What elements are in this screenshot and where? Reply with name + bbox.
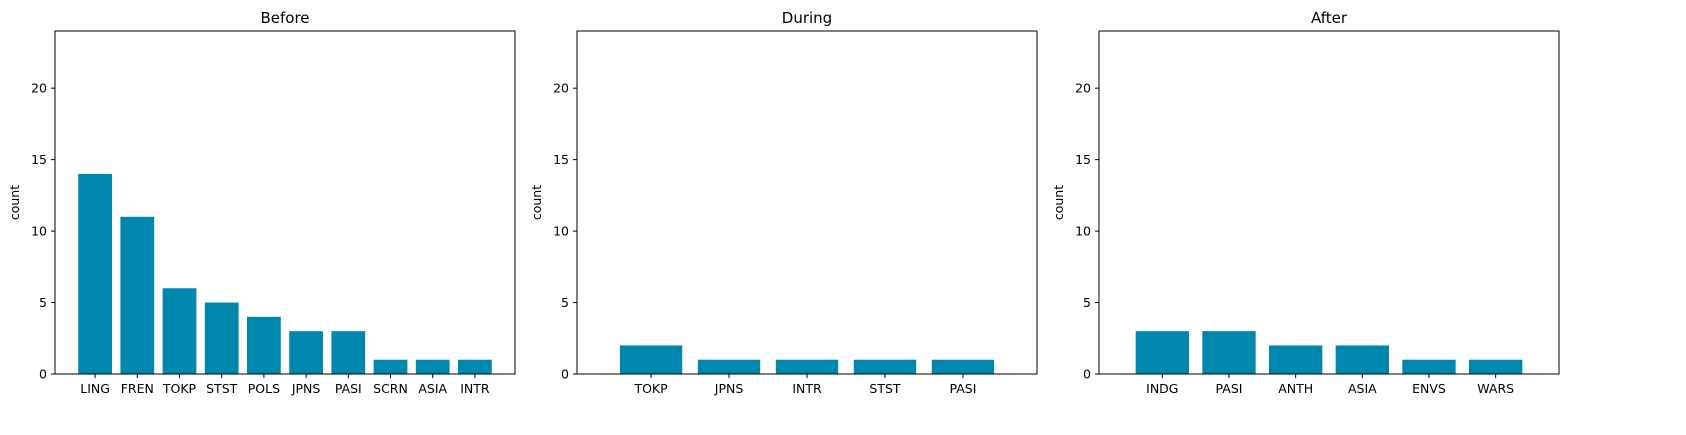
x-tick-label: FREN [121,381,154,396]
bar-scrn [373,359,408,374]
bar-asia [1335,345,1389,374]
y-tick-label: 0 [561,367,569,382]
y-tick-label: 5 [1083,295,1091,310]
axes-frame [1098,30,1560,375]
bar-ling [78,173,112,374]
y-tick-label: 0 [1083,367,1091,382]
x-tick-label: JPNS [291,381,321,396]
bar-anth [1269,345,1323,374]
x-tick-label: ENVS [1412,381,1446,396]
y-axis-label: count [529,185,544,220]
bar-intr [775,359,839,374]
x-tick-label: TOKP [633,381,668,396]
x-tick-label: LING [80,381,110,396]
x-tick-label: PASI [949,381,976,396]
axes-frame [54,30,516,375]
bar-wars [1469,359,1523,374]
bar-stst [853,359,917,374]
x-tick-label: INTR [792,381,822,396]
x-tick-label: SCRN [373,381,408,396]
x-tick-label: STST [869,381,901,396]
bar-envs [1402,359,1456,374]
y-tick-label: 15 [1075,152,1091,167]
y-axis-label: count [1051,185,1066,220]
chart-title: After [1311,9,1348,27]
x-tick-label: ANTH [1278,381,1313,396]
bar-pols [247,316,281,374]
y-tick-label: 10 [553,224,569,239]
x-tick-label: STST [206,381,238,396]
y-tick-label: 20 [1075,81,1091,96]
y-axis-label: count [7,185,22,220]
y-tick-label: 5 [39,295,47,310]
x-tick-label: INTR [460,381,490,396]
y-tick-label: 10 [1075,224,1091,239]
bar-indg [1135,331,1189,375]
x-tick-label: JPNS [714,381,744,396]
bar-intr [458,359,492,374]
x-tick-label: ASIA [1348,381,1377,396]
y-tick-label: 20 [31,81,47,96]
y-tick-label: 20 [553,81,569,96]
bar-tokp [162,288,197,374]
bar-jpns [289,331,323,375]
x-tick-label: PASI [335,381,362,396]
axes-frame [576,30,1038,375]
bar-asia [415,359,450,374]
chart-before: Before 0 5 10 15 20 LING FREN TOKP STST POLS JPNS PA… [7,9,516,396]
y-tick-label: 10 [31,224,47,239]
bar-stst [204,302,239,374]
bar-jpns [697,359,761,374]
x-tick-label: PASI [1216,381,1243,396]
y-tick-label: 15 [31,152,47,167]
y-tick-label: 0 [39,367,47,382]
bar-pasi [1202,331,1256,375]
chart-title: Before [260,9,309,27]
bar-fren [120,216,155,374]
chart-title: During [782,9,832,27]
chart-during: During 0 5 10 15 20 TOKP JPNS INTR STST PASI count [529,9,1038,396]
x-tick-label: TOKP [162,381,197,396]
bar-tokp [619,345,683,374]
y-tick-label: 15 [553,152,569,167]
x-tick-label: POLS [248,381,280,396]
x-tick-label: WARS [1477,381,1514,396]
x-tick-label: ASIA [418,381,447,396]
chart-after: After 0 5 10 15 20 INDG PASI ANTH ASIA ENVS WARS cou… [1051,9,1560,396]
bar-pasi [931,359,995,374]
bar-pasi [331,331,366,375]
y-tick-label: 5 [561,295,569,310]
x-tick-label: INDG [1146,381,1178,396]
